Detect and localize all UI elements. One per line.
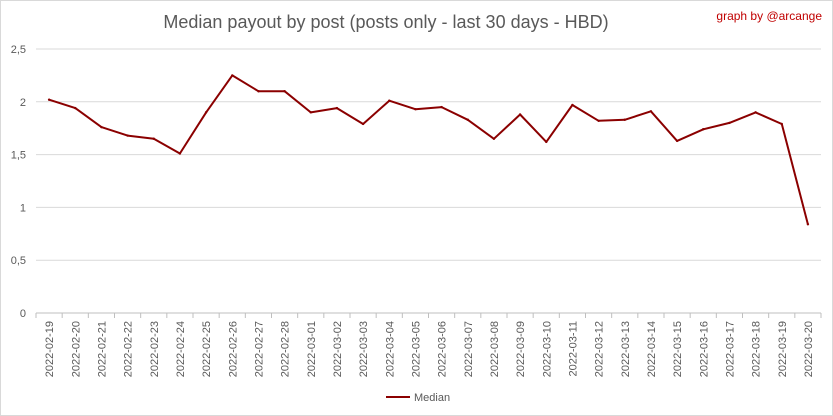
chart-title: Median payout by post (posts only - last… (163, 12, 609, 32)
x-tick-label: 2022-03-11 (567, 321, 579, 376)
y-tick-label: 0,5 (11, 255, 26, 267)
data-point (466, 118, 469, 121)
x-tick-label: 2022-03-13 (620, 321, 632, 377)
x-tick-label: 2022-03-18 (751, 321, 763, 377)
data-point (47, 98, 51, 101)
y-tick-label: 0 (20, 308, 26, 320)
x-tick-label: 2022-02-25 (201, 321, 213, 377)
x-tick-label: 2022-03-08 (489, 321, 501, 377)
x-tick-label: 2022-03-12 (594, 321, 606, 377)
data-point (545, 140, 548, 144)
data-point (728, 121, 731, 125)
data-point (649, 110, 653, 113)
data-point (702, 128, 705, 131)
x-tick-label: 2022-02-23 (149, 321, 161, 377)
x-tick-label: 2022-03-05 (410, 321, 422, 377)
x-tick-label: 2022-03-04 (384, 321, 396, 377)
data-point (623, 118, 626, 121)
data-point (414, 107, 417, 111)
x-tick-label: 2022-03-14 (646, 321, 658, 377)
data-point (780, 122, 783, 126)
x-tick-label: 2022-03-20 (803, 321, 815, 377)
data-point (388, 99, 391, 102)
data-point (204, 111, 208, 114)
x-tick-label: 2022-03-15 (672, 321, 684, 377)
chart-credit: graph by @arcange (716, 9, 822, 23)
data-point (754, 111, 757, 114)
data-point (257, 90, 260, 93)
x-tick-label: 2022-03-16 (698, 321, 710, 377)
data-point (283, 90, 286, 93)
x-tick-label: 2022-03-03 (358, 321, 370, 377)
x-tick-label: 2022-03-06 (437, 321, 449, 377)
y-tick-label: 2 (20, 97, 26, 109)
x-tick-label: 2022-02-22 (123, 321, 135, 377)
series-line-median (48, 74, 809, 225)
data-point (806, 223, 810, 226)
data-point (492, 137, 496, 140)
data-point (126, 134, 129, 137)
data-point (152, 137, 155, 140)
data-point (571, 103, 574, 107)
x-tick-label: 2022-02-24 (175, 321, 187, 377)
x-tick-label: 2022-03-19 (777, 321, 789, 377)
y-tick-label: 1,5 (11, 150, 26, 162)
y-tick-label: 1 (20, 202, 26, 214)
x-tick-label: 2022-02-21 (96, 321, 108, 377)
data-point (309, 111, 312, 114)
x-tick-label: 2022-03-09 (515, 321, 527, 377)
data-point (74, 106, 77, 110)
x-tick-label: 2022-02-27 (253, 321, 265, 377)
x-tick-label: 2022-02-20 (70, 321, 82, 377)
data-point (518, 113, 522, 116)
data-point (100, 125, 103, 129)
y-tick-label: 2,5 (11, 44, 26, 56)
x-tick-label: 2022-03-17 (724, 321, 736, 377)
x-tick-label: 2022-03-10 (541, 321, 553, 377)
data-point (440, 105, 443, 109)
x-tick-label: 2022-02-28 (280, 321, 292, 377)
x-tick-label: 2022-03-02 (332, 321, 344, 377)
x-tick-label: 2022-02-19 (44, 321, 56, 377)
data-point (675, 139, 679, 143)
legend-label-median: Median (414, 392, 450, 404)
x-tick-label: 2022-02-26 (227, 321, 239, 377)
x-tick-label: 2022-03-01 (306, 321, 318, 377)
data-point (178, 152, 182, 155)
x-tick-label: 2022-03-07 (463, 321, 475, 377)
data-point (597, 119, 600, 123)
data-point (231, 74, 234, 77)
data-point (361, 122, 365, 126)
data-point (335, 106, 339, 110)
